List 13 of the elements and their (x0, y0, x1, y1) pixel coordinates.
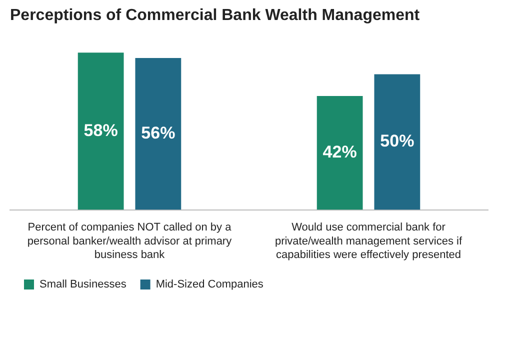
x-tick-label: Percent of companies NOT called on by a personal banker/wealth advisor at primary business bank (27, 222, 232, 262)
bar (316, 96, 363, 210)
data-label: 56% (141, 124, 176, 143)
bar (78, 52, 124, 210)
legend-label: Small Businesses (40, 278, 127, 291)
data-label: 58% (84, 120, 118, 140)
data-label: 50% (380, 132, 414, 151)
legend-label: Mid-Sized Companies (156, 278, 264, 291)
bar (374, 74, 420, 210)
bar (135, 58, 182, 210)
chart-title: Perceptions of Commercial Bank Wealth Management (10, 7, 420, 24)
data-label: 42% (322, 142, 357, 162)
x-tick-label: Would use commercial bank for private/wealth management services if capabilities were effectively presented (274, 222, 463, 262)
